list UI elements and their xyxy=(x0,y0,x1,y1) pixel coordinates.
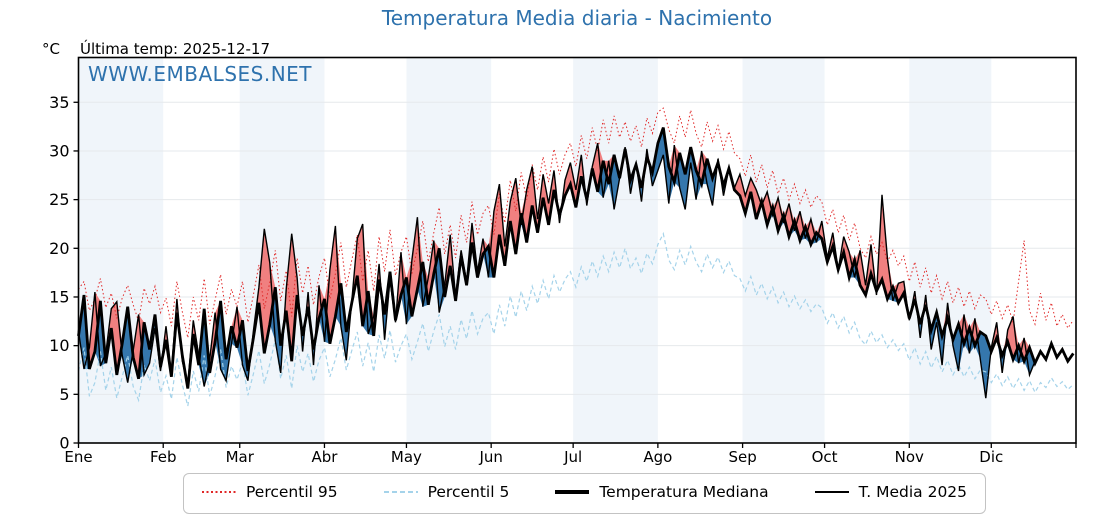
month-band xyxy=(573,57,658,443)
y-tick-label: 10 xyxy=(49,336,69,355)
legend-label: Percentil 5 xyxy=(427,483,510,501)
legend-item-0: Percentil 95 xyxy=(202,483,338,501)
y-tick-label: 0 xyxy=(59,434,69,453)
legend-label: T. Media 2025 xyxy=(858,483,968,501)
y-tick-label: 5 xyxy=(59,385,69,404)
x-tick-label: Ene xyxy=(64,448,92,466)
y-axis-unit-label: °C xyxy=(42,40,60,58)
x-tick-label: Abr xyxy=(311,448,338,466)
month-band xyxy=(742,57,825,443)
y-tick-label: 35 xyxy=(49,93,69,112)
x-tick-label: Oct xyxy=(812,448,838,466)
y-tick-label: 25 xyxy=(49,190,69,209)
legend-line-sample xyxy=(814,491,849,493)
figure-temperature-chart: { "title": "Temperatura Media diaria - N… xyxy=(42,6,1077,514)
x-tick-label: Jun xyxy=(478,448,502,466)
chart-legend: Percentil 95 Percentil 5 Temperatura Media… xyxy=(183,473,987,514)
legend-line-sample xyxy=(383,491,418,493)
page-title: Temperatura Media diaria - Nacimiento xyxy=(381,6,773,30)
legend-line-sample xyxy=(555,490,590,494)
legend-line-sample xyxy=(202,491,236,493)
y-tick-label: 30 xyxy=(49,141,69,160)
percentil-5-line xyxy=(77,231,1074,407)
plot-border xyxy=(77,56,1077,444)
x-tick-label: Dic xyxy=(979,448,1003,466)
legend-item-3: T. Media 2025 xyxy=(814,483,968,501)
legend-label: Percentil 95 xyxy=(246,483,338,501)
legend-item-2: Temperatura Mediana xyxy=(555,483,769,501)
last-temp-label: Última temp: 2025-12-17 xyxy=(80,40,271,58)
x-tick-label: Sep xyxy=(728,448,756,466)
month-band xyxy=(909,57,992,443)
legend-item-1: Percentil 5 xyxy=(383,483,510,501)
x-tick-label: Jul xyxy=(563,448,582,466)
t-media-2025-line xyxy=(77,143,1036,399)
x-tick-label: Ago xyxy=(643,448,672,466)
watermark-text: WWW.EMBALSES.NET xyxy=(88,62,313,86)
month-band xyxy=(78,57,164,443)
x-tick-label: Mar xyxy=(226,448,255,466)
y-tick-label: 15 xyxy=(49,287,69,306)
month-band xyxy=(239,57,325,443)
x-tick-label: May xyxy=(391,448,422,466)
x-tick-label: Nov xyxy=(895,448,924,466)
y-tick-label: 20 xyxy=(49,239,69,258)
x-tick-label: Feb xyxy=(150,448,177,466)
legend-label: Temperatura Mediana xyxy=(599,483,769,501)
temperature-chart-plot: Ene Feb Mar Abr May Jun Jul Ago Sep Oct Nov Dic 0 5 10… xyxy=(49,56,1077,466)
